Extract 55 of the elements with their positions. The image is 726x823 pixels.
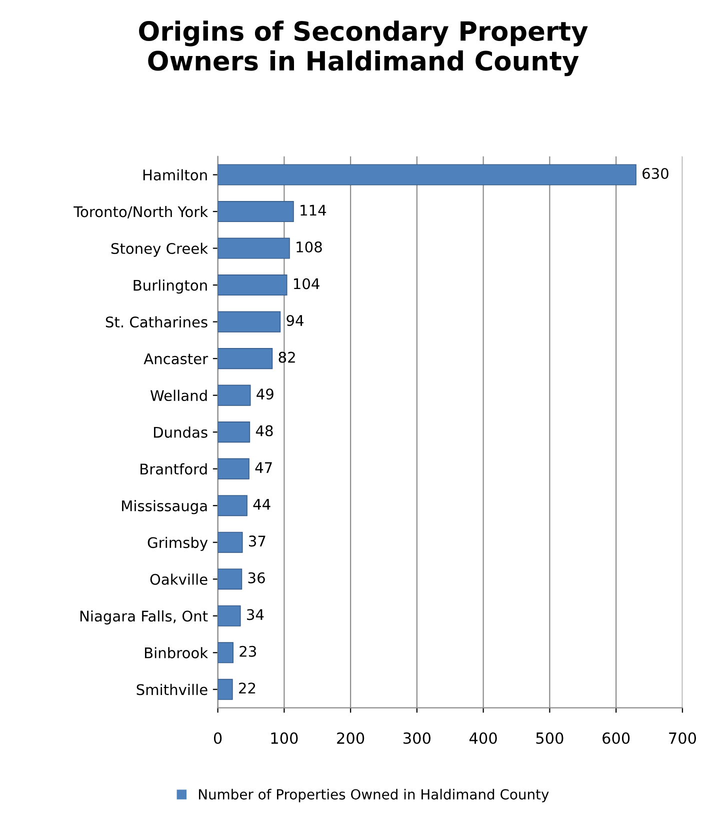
y-tick-label: Ancaster (144, 353, 208, 364)
y-tick-label: Stoney Creek (111, 242, 208, 257)
y-tick-label: Toronto/North York (74, 206, 208, 218)
data-label: 22 (239, 682, 256, 694)
data-label: 104 (294, 278, 320, 290)
bar (218, 532, 243, 553)
data-label: 48 (256, 425, 273, 436)
bar (218, 458, 250, 480)
bar (218, 274, 288, 296)
data-label: 108 (296, 241, 322, 253)
bar (218, 348, 273, 370)
chart-title: Origins of Secondary Property Owners in Haldimand County (139, 20, 588, 76)
data-label: 44 (253, 498, 270, 510)
data-label: 49 (256, 388, 274, 400)
data-label: 94 (286, 314, 304, 326)
y-tick-label: Grimsby (148, 536, 208, 551)
x-tick-label: 500 (536, 732, 564, 744)
y-tick-label: Welland (150, 390, 207, 402)
bar (218, 200, 294, 222)
y-tick-label: Hamilton (143, 169, 207, 180)
bar (218, 568, 242, 590)
y-tick-label: St. Catharines (106, 316, 208, 328)
y-tick-label: Oakville (150, 574, 208, 585)
data-label: 37 (249, 536, 266, 547)
bar (218, 495, 248, 516)
y-tick-label: Mississauga (122, 500, 207, 514)
data-label: 114 (300, 204, 326, 216)
bar (218, 311, 281, 332)
y-tick-label: Burlington (134, 279, 207, 294)
bar (218, 642, 234, 664)
x-tick-label: 700 (669, 732, 696, 744)
y-tick-label: Niagara Falls, Ont (80, 610, 208, 624)
bar (218, 678, 233, 700)
bar (218, 384, 251, 406)
x-tick-label: 600 (602, 732, 630, 744)
x-tick-label: 400 (469, 732, 497, 744)
x-tick-label: 100 (271, 732, 298, 744)
x-tick-label: 200 (337, 732, 364, 744)
data-label: 36 (248, 572, 265, 584)
y-tick-label: Binbrook (144, 647, 208, 658)
bar (218, 605, 241, 626)
bar (218, 422, 250, 443)
y-tick-label: Smithville (136, 684, 208, 696)
x-tick-label: 300 (404, 732, 430, 744)
data-label: 47 (255, 462, 272, 473)
bar (218, 164, 636, 186)
legend-label: Number of Properties Owned in Haldimand County (198, 788, 549, 802)
data-label: 630 (642, 168, 668, 179)
data-label: 23 (240, 646, 256, 657)
y-tick-label: Dundas (154, 426, 208, 438)
data-label: 82 (278, 352, 295, 363)
x-tick-label: 0 (214, 732, 222, 744)
bar (218, 238, 290, 259)
data-label: 34 (247, 609, 264, 620)
y-tick-label: Brantford (140, 463, 207, 475)
